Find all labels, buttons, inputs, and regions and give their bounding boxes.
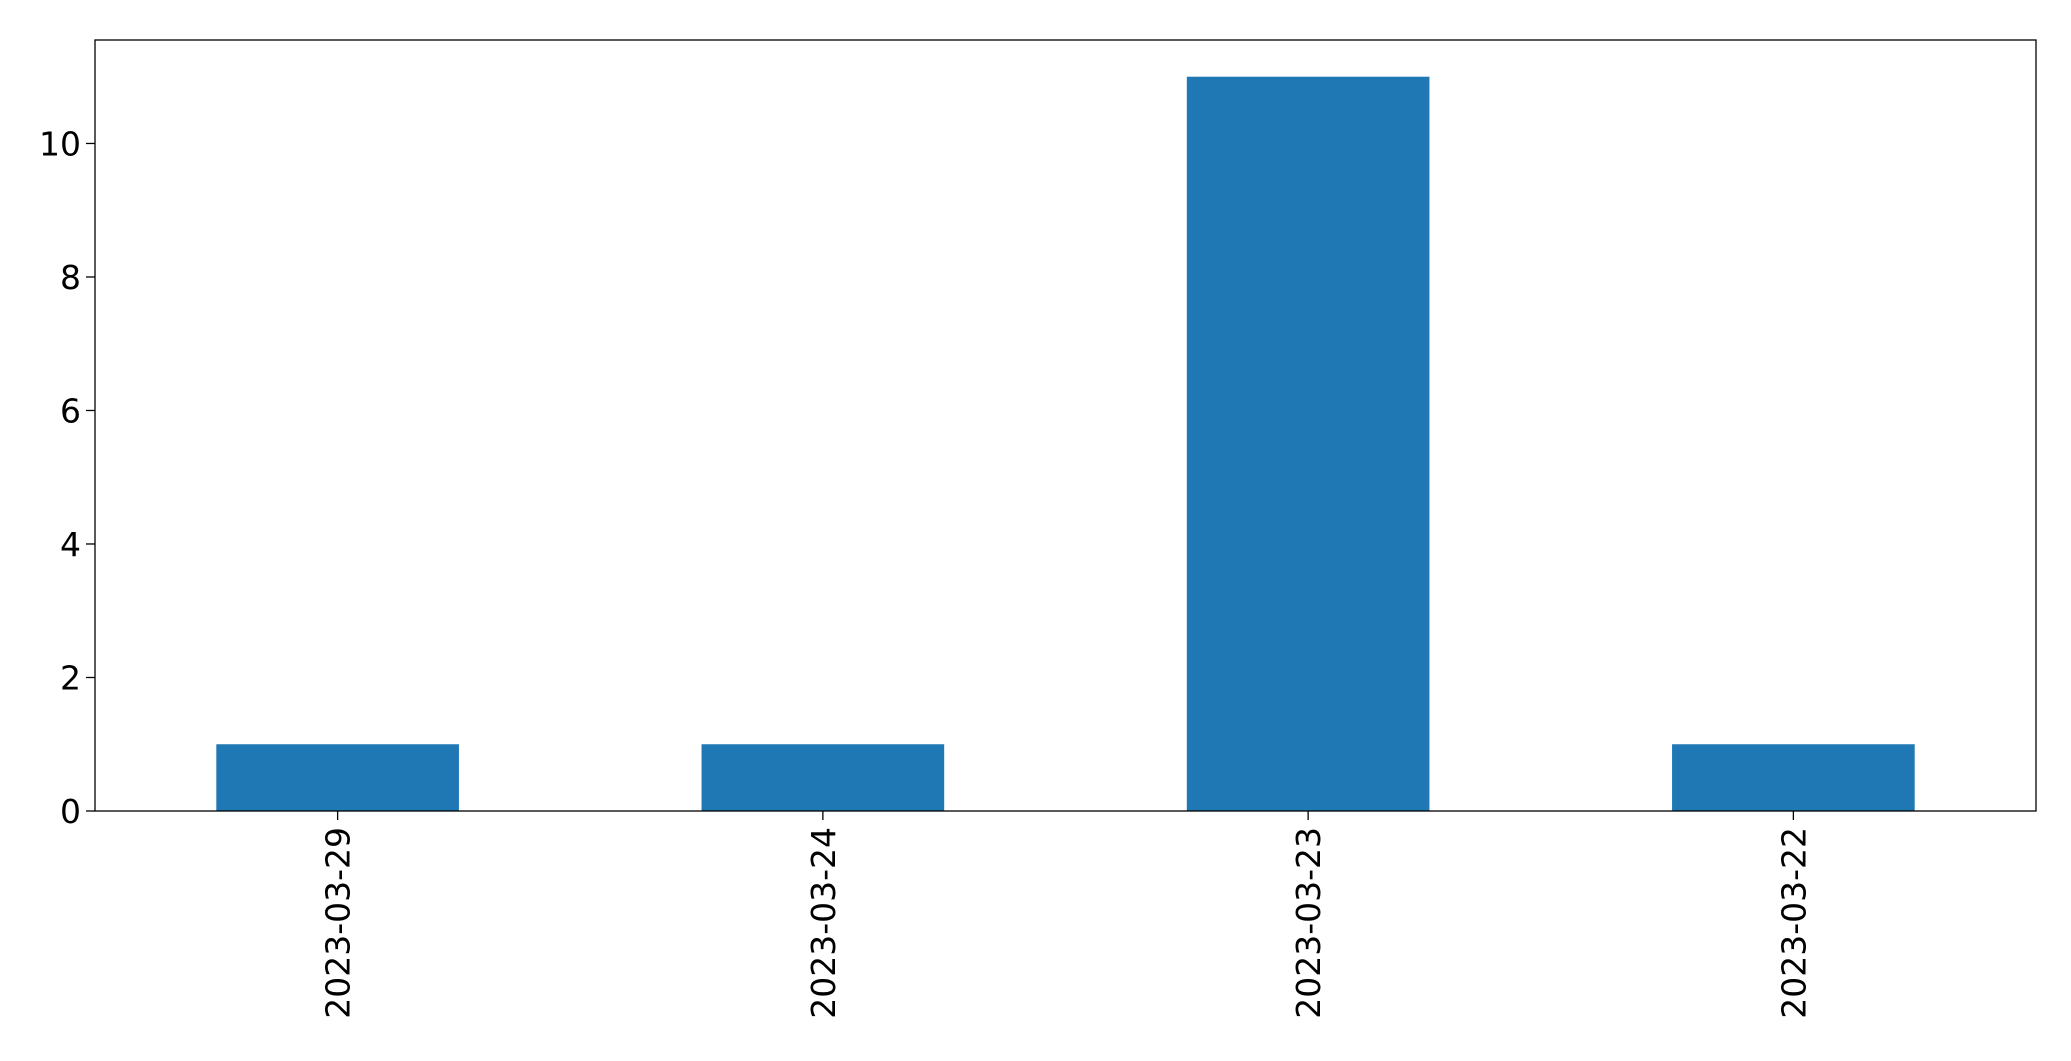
y-tick-label: 8 <box>60 258 81 297</box>
y-tick-label: 2 <box>60 658 81 697</box>
plot-frame <box>94 39 2037 812</box>
bar-2023-03-24 <box>701 744 945 811</box>
y-axis: 0 2 4 6 8 10 <box>39 124 95 831</box>
bars-group <box>216 76 1915 811</box>
y-tick-label: 10 <box>39 124 81 163</box>
y-tick-label: 4 <box>60 525 81 564</box>
y-tick-label: 6 <box>60 391 81 430</box>
x-axis: 2023-03-29 2023-03-24 2023-03-23 2023-03-22 <box>319 811 1813 1019</box>
bar-2023-03-29 <box>216 744 459 811</box>
x-tick-label: 2023-03-22 <box>1774 827 1813 1019</box>
y-tick-label: 0 <box>60 792 81 831</box>
x-tick-label: 2023-03-23 <box>1289 827 1328 1019</box>
x-tick-label: 2023-03-24 <box>804 827 843 1019</box>
bar-2023-03-23 <box>1186 76 1430 811</box>
x-tick-label: 2023-03-29 <box>319 827 358 1019</box>
bar-2023-03-22 <box>1672 744 1915 811</box>
